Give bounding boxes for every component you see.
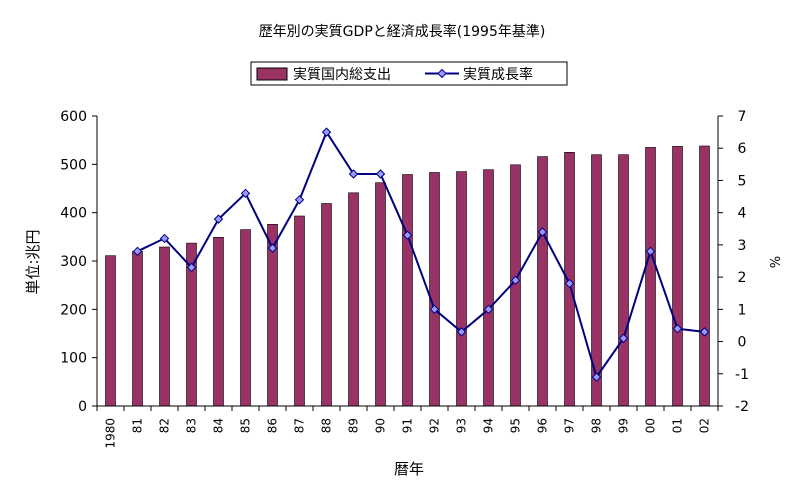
right-axis-title: %: [766, 256, 781, 268]
growth-rate-point: [402, 230, 413, 240]
x-tick-label: 81: [131, 418, 145, 433]
bar: [375, 182, 386, 407]
x-tick-label: 02: [698, 418, 712, 433]
right-tick-label: 6: [738, 141, 747, 157]
bar: [699, 145, 710, 407]
left-tick-label: 200: [60, 302, 87, 318]
legend: 実質国内総支出 実質成長率: [250, 61, 568, 86]
bar: [240, 229, 251, 407]
bar: [537, 156, 548, 407]
left-tick-label: 100: [60, 351, 87, 367]
x-tick-label: 92: [428, 418, 442, 433]
growth-rate-point: [618, 333, 629, 344]
left-tick-label: 400: [60, 206, 87, 222]
x-tick-label: 85: [239, 418, 253, 433]
left-tick-label: 600: [60, 109, 87, 125]
growth-rate-point: [348, 169, 359, 179]
bar: [105, 255, 116, 407]
growth-rate-point: [213, 214, 224, 224]
right-tick-label: 0: [738, 335, 747, 351]
legend-bar-label: 実質国内総支出: [293, 67, 391, 83]
growth-rate-point: [456, 327, 467, 337]
right-tick-label: 3: [738, 238, 747, 254]
right-tick-label: 7: [738, 109, 747, 125]
x-tick-label: 1980: [104, 418, 118, 449]
x-tick-label: 96: [536, 418, 550, 433]
legend-line-marker: [437, 68, 447, 79]
x-tick-label: 95: [509, 418, 523, 433]
left-tick-label: 0: [78, 399, 87, 415]
growth-rate-point: [429, 304, 440, 315]
growth-rate-point: [375, 169, 386, 179]
x-tick-label: 01: [671, 418, 685, 433]
growth-rate-point: [591, 372, 602, 382]
growth-rate-point: [294, 195, 305, 205]
bar: [618, 154, 629, 407]
bar: [402, 174, 413, 407]
x-tick-label: 91: [401, 418, 415, 433]
x-tick-label: 89: [347, 418, 361, 433]
growth-rate-point: [510, 275, 521, 286]
right-tick-label: -1: [735, 367, 749, 383]
right-tick-label: 4: [738, 206, 747, 222]
bar: [132, 251, 143, 407]
growth-rate-point: [645, 246, 656, 257]
right-tick-label: 1: [738, 302, 747, 318]
left-axis-title: 単位:兆円: [24, 229, 42, 294]
growth-rate-point: [321, 127, 332, 137]
growth-rate-line: [137, 131, 705, 378]
x-tick-label: 99: [617, 418, 631, 433]
right-tick-label: -2: [735, 399, 749, 415]
left-tick-label: 500: [60, 157, 87, 173]
x-tick-label: 87: [293, 418, 307, 433]
x-tick-label: 86: [266, 418, 280, 433]
growth-rate-point: [186, 262, 197, 273]
bar: [429, 172, 440, 407]
x-tick-label: 94: [482, 418, 496, 433]
growth-rate-point: [159, 233, 170, 244]
bar: [672, 146, 683, 407]
right-tick-label: 5: [738, 173, 747, 189]
bar: [213, 237, 224, 407]
bar: [321, 203, 332, 407]
x-tick-label: 83: [185, 418, 199, 433]
x-tick-label: 97: [563, 418, 577, 433]
legend-bar-swatch: [256, 67, 288, 81]
growth-rate-point: [483, 304, 494, 315]
x-tick-label: 98: [590, 418, 604, 433]
bar: [294, 215, 305, 407]
bar: [348, 192, 359, 407]
x-tick-label: 90: [374, 418, 388, 433]
right-tick-label: 2: [738, 270, 747, 286]
x-tick-label: 93: [455, 418, 469, 433]
x-tick-label: 82: [158, 418, 172, 433]
bar: [645, 147, 656, 407]
x-tick-label: 84: [212, 418, 226, 433]
chart-title: 歴年別の実質GDPと経済成長率(1995年基準): [259, 23, 546, 40]
growth-rate-point: [267, 243, 278, 253]
x-tick-label: 00: [644, 418, 658, 433]
x-tick-label: 88: [320, 418, 334, 433]
x-axis-title: 暦年: [394, 460, 424, 478]
bar: [483, 169, 494, 407]
growth-rate-point: [240, 188, 251, 199]
left-tick-label: 300: [60, 254, 87, 270]
growth-rate-point: [132, 246, 143, 257]
legend-line-label: 実質成長率: [463, 66, 533, 83]
bar: [159, 246, 170, 407]
growth-rate-point: [564, 278, 575, 289]
growth-rate-point: [537, 227, 548, 237]
growth-rate-point: [672, 323, 683, 334]
growth-rate-point: [699, 327, 710, 337]
bar: [456, 171, 467, 407]
